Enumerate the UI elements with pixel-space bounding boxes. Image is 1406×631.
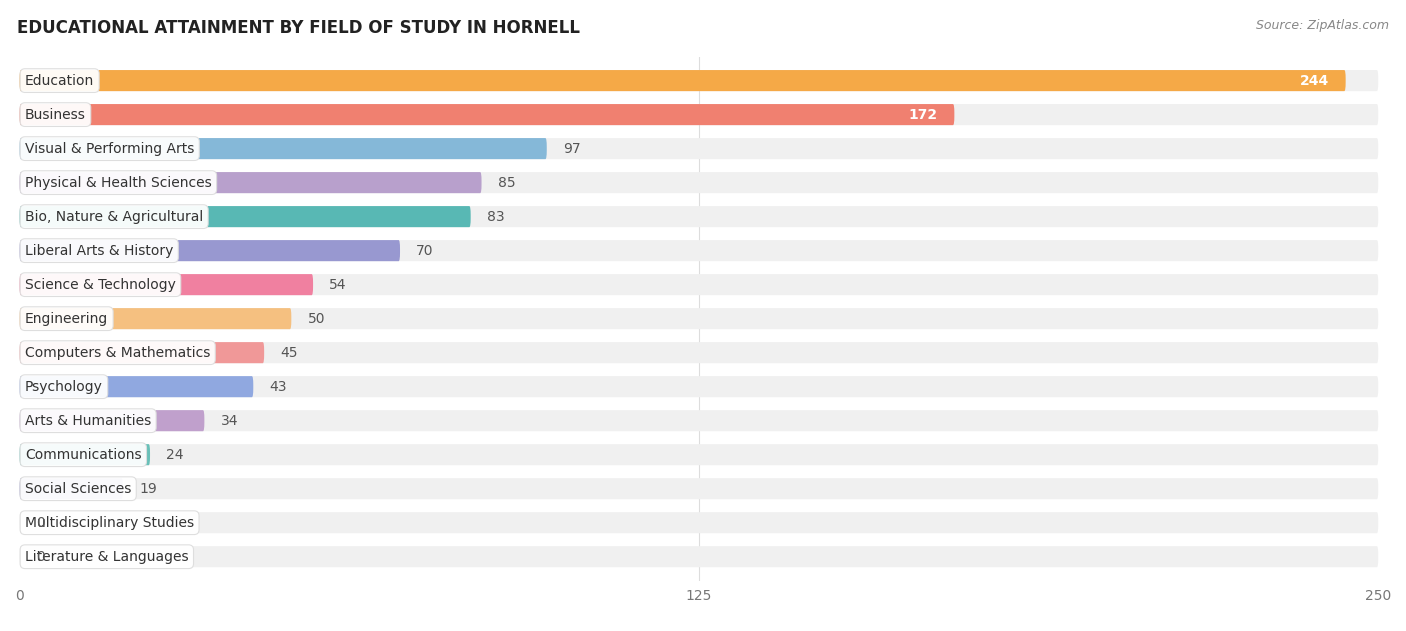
FancyBboxPatch shape [20, 240, 401, 261]
FancyBboxPatch shape [20, 478, 122, 499]
Text: Science & Technology: Science & Technology [25, 278, 176, 292]
FancyBboxPatch shape [20, 70, 1378, 91]
Text: 34: 34 [221, 414, 238, 428]
Text: Business: Business [25, 108, 86, 122]
FancyBboxPatch shape [20, 240, 1378, 261]
Text: 24: 24 [166, 447, 184, 462]
Text: EDUCATIONAL ATTAINMENT BY FIELD OF STUDY IN HORNELL: EDUCATIONAL ATTAINMENT BY FIELD OF STUDY… [17, 19, 579, 37]
Text: 45: 45 [280, 346, 298, 360]
FancyBboxPatch shape [20, 308, 291, 329]
FancyBboxPatch shape [20, 274, 314, 295]
Text: Bio, Nature & Agricultural: Bio, Nature & Agricultural [25, 209, 204, 223]
Text: 0: 0 [37, 550, 45, 563]
FancyBboxPatch shape [20, 546, 1378, 567]
FancyBboxPatch shape [20, 308, 1378, 329]
FancyBboxPatch shape [20, 342, 264, 363]
FancyBboxPatch shape [20, 172, 481, 193]
Text: Communications: Communications [25, 447, 142, 462]
Text: 97: 97 [562, 141, 581, 156]
Text: 50: 50 [308, 312, 325, 326]
FancyBboxPatch shape [20, 172, 1378, 193]
FancyBboxPatch shape [20, 512, 1378, 533]
FancyBboxPatch shape [20, 206, 471, 227]
FancyBboxPatch shape [20, 410, 1378, 431]
Text: 19: 19 [139, 481, 157, 496]
Text: Computers & Mathematics: Computers & Mathematics [25, 346, 211, 360]
Text: Multidisciplinary Studies: Multidisciplinary Studies [25, 516, 194, 529]
FancyBboxPatch shape [20, 138, 547, 159]
FancyBboxPatch shape [20, 206, 1378, 227]
Text: Arts & Humanities: Arts & Humanities [25, 414, 152, 428]
Text: Education: Education [25, 74, 94, 88]
Text: Physical & Health Sciences: Physical & Health Sciences [25, 175, 212, 190]
FancyBboxPatch shape [20, 104, 955, 125]
FancyBboxPatch shape [20, 410, 204, 431]
FancyBboxPatch shape [20, 444, 1378, 465]
FancyBboxPatch shape [20, 342, 1378, 363]
FancyBboxPatch shape [20, 70, 1346, 91]
FancyBboxPatch shape [20, 478, 1378, 499]
Text: 244: 244 [1301, 74, 1329, 88]
Text: Liberal Arts & History: Liberal Arts & History [25, 244, 173, 257]
Text: 54: 54 [329, 278, 347, 292]
FancyBboxPatch shape [20, 104, 1378, 125]
FancyBboxPatch shape [20, 376, 1378, 398]
Text: 85: 85 [498, 175, 516, 190]
FancyBboxPatch shape [20, 138, 1378, 159]
Text: Source: ZipAtlas.com: Source: ZipAtlas.com [1256, 19, 1389, 32]
FancyBboxPatch shape [20, 376, 253, 398]
FancyBboxPatch shape [20, 444, 150, 465]
FancyBboxPatch shape [20, 274, 1378, 295]
Text: Engineering: Engineering [25, 312, 108, 326]
Text: Visual & Performing Arts: Visual & Performing Arts [25, 141, 194, 156]
Text: Social Sciences: Social Sciences [25, 481, 131, 496]
Text: Psychology: Psychology [25, 380, 103, 394]
Text: 43: 43 [270, 380, 287, 394]
Text: 172: 172 [908, 108, 938, 122]
Text: 70: 70 [416, 244, 434, 257]
Text: 0: 0 [37, 516, 45, 529]
Text: 83: 83 [486, 209, 505, 223]
Text: Literature & Languages: Literature & Languages [25, 550, 188, 563]
